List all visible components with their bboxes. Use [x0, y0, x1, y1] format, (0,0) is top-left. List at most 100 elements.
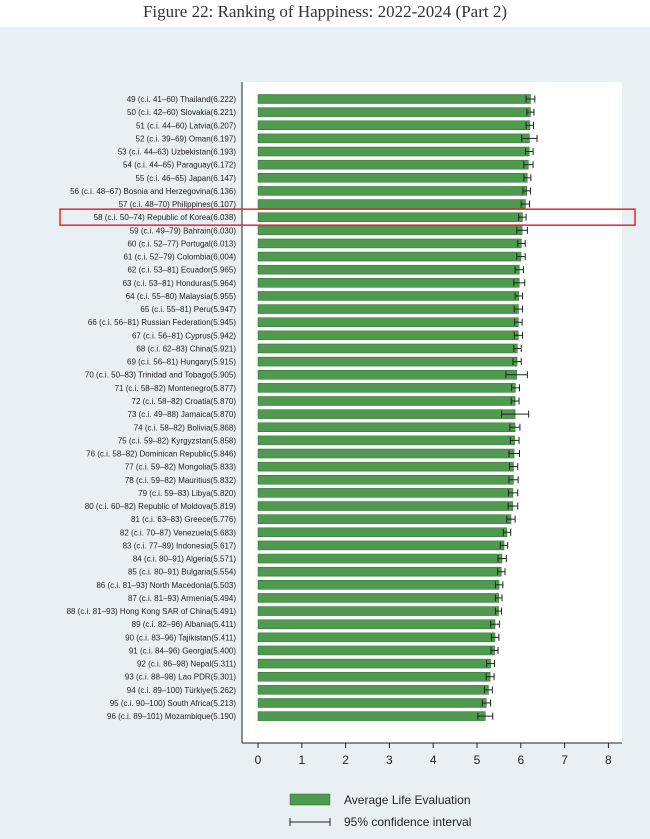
bar	[257, 422, 516, 432]
category-label: 94 (c.i. 89–100) Türkiye(5.262)	[127, 686, 237, 695]
category-label: 65 (c.i. 55–81) Peru(5.947)	[140, 305, 236, 314]
x-tick-label: 6	[517, 753, 524, 767]
category-label: 79 (c.i. 59–83) Libya(5.820)	[138, 489, 236, 498]
category-label: 57 (c.i. 48–70) Philippines(6.107)	[119, 200, 237, 209]
bar	[257, 146, 530, 157]
bar	[257, 186, 528, 196]
bar	[257, 553, 503, 564]
bar	[257, 396, 516, 406]
chart-panel: 49 (c.i. 41–60) Thailand(6.222) 50 (c.i. …	[0, 27, 650, 839]
x-tick-label: 3	[386, 753, 393, 767]
category-label: 71 (c.i. 58–82) Montenegro(5.877)	[115, 384, 237, 393]
category-label: 78 (c.i. 59–82) Mauritius(5.832)	[125, 476, 237, 485]
category-label: 88 (c.i. 81–93) Hong Kong SAR of China(5…	[67, 607, 237, 616]
bar	[257, 475, 514, 485]
category-label: 61 (c.i. 52–79) Colombia(6.004)	[123, 253, 236, 262]
bar	[257, 225, 523, 236]
category-label: 87 (c.i. 81–93) Armenia(5.494)	[128, 594, 236, 603]
category-label: 59 (c.i. 49–79) Bahrain(6.030)	[130, 226, 237, 235]
bar	[257, 658, 491, 669]
bar	[257, 593, 499, 603]
bar	[257, 212, 523, 222]
category-label: 54 (c.i. 44–65) Paraguay(6.172)	[123, 161, 236, 170]
bar	[257, 488, 514, 498]
bars-group	[257, 94, 531, 721]
bar	[257, 685, 489, 695]
bar	[257, 330, 519, 341]
bar	[257, 645, 495, 656]
bar	[257, 120, 531, 131]
bar	[257, 461, 514, 472]
category-label: 96 (c.i. 89–101) Mozambique(5.190)	[107, 712, 236, 721]
category-label: 66 (c.i. 56–81) Russian Federation(5.945…	[88, 318, 236, 327]
bar	[257, 514, 512, 524]
bar	[257, 159, 529, 170]
bar	[257, 383, 516, 393]
bar	[257, 435, 515, 446]
category-label: 68 (c.i. 62–83) China(5.921)	[136, 344, 236, 353]
category-label: 83 (c.i. 77–89) Indonesia(5.617)	[123, 541, 237, 550]
bar	[257, 698, 487, 708]
bar	[257, 317, 519, 327]
x-tick-label: 4	[430, 753, 437, 767]
category-label: 55 (c.i. 46–65) Japan(6.147)	[135, 174, 236, 183]
category-label: 58 (c.i. 50–74) Republic of Korea(6.038)	[94, 213, 237, 222]
ci-group	[477, 95, 538, 720]
bar	[257, 632, 496, 643]
x-tick-label: 5	[474, 753, 481, 767]
category-label: 80 (c.i. 60–82) Republic of Moldova(5.81…	[85, 502, 237, 511]
category-label: 77 (c.i. 59–82) Mongolia(5.833)	[125, 463, 237, 472]
bar	[257, 238, 522, 249]
category-label: 91 (c.i. 84–96) Georgia(5.400)	[129, 646, 237, 655]
bar	[257, 606, 499, 616]
bar	[257, 133, 530, 144]
x-tick-label: 8	[605, 753, 612, 767]
bar-chart: 49 (c.i. 41–60) Thailand(6.222) 50 (c.i. …	[59, 82, 636, 829]
category-label: 52 (c.i. 39–69) Oman(6.197)	[136, 134, 237, 143]
bar	[257, 671, 491, 682]
bar	[257, 711, 486, 721]
bar	[257, 199, 526, 209]
bar	[257, 501, 514, 511]
category-label: 84 (c.i. 80–91) Algeria(5.571)	[133, 555, 237, 564]
figure-caption: Figure 22: Ranking of Happiness: 2022-20…	[142, 2, 508, 21]
x-ticks-group: 0 1 2 3 4 5 6 7 8	[255, 743, 612, 767]
category-label: 73 (c.i. 49–88) Jamaica(5.870)	[128, 410, 237, 419]
bar	[257, 619, 496, 629]
category-label: 62 (c.i. 53–81) Ecuador(5.965)	[127, 266, 236, 275]
legend-ci-label: 95% confidence interval	[344, 815, 471, 829]
category-label: 56 (c.i. 48–67) Bosnia and Herzegovina(6…	[70, 187, 236, 196]
bar	[257, 304, 519, 314]
category-label: 50 (c.i. 42–60) Slovakia(6.221)	[127, 108, 236, 117]
x-tick-label: 0	[255, 753, 262, 767]
category-label: 90 (c.i. 83–96) Tajikistan(5.411)	[125, 633, 236, 642]
category-label: 67 (c.i. 56–81) Cyprus(5.942)	[132, 331, 236, 340]
legend-bar-swatch	[289, 793, 331, 806]
legend-bar-label: Average Life Evaluation	[344, 793, 471, 807]
category-label: 70 (c.i. 50–83) Trinidad and Tobago(5.90…	[85, 371, 236, 380]
bar	[257, 94, 531, 104]
bar	[257, 369, 517, 380]
bar	[257, 264, 520, 275]
bar	[257, 343, 518, 354]
bar	[257, 278, 520, 288]
category-label: 53 (c.i. 44–63) Uzbekistan(6.193)	[118, 148, 237, 157]
category-label: 64 (c.i. 55–80) Malaysia(5.955)	[126, 292, 237, 301]
category-label: 85 (c.i. 80–91) Bulgaria(5.554)	[128, 568, 236, 577]
category-labels-group: 49 (c.i. 41–60) Thailand(6.222) 50 (c.i. …	[67, 95, 237, 721]
bar	[257, 580, 500, 590]
bar	[257, 527, 508, 538]
x-tick-label: 7	[561, 753, 568, 767]
category-label: 72 (c.i. 58–82) Croatia(5.870)	[132, 397, 237, 406]
category-label: 75 (c.i. 59–82) Kyrgyzstan(5.858)	[118, 436, 237, 445]
highlight-box	[59, 208, 636, 226]
bar	[257, 356, 518, 367]
category-label: 89 (c.i. 82–96) Albania(5.411)	[132, 620, 237, 629]
category-label: 51 (c.i. 44–60) Latvia(6.207)	[136, 121, 236, 130]
bar	[257, 291, 520, 301]
bar	[257, 540, 505, 551]
category-label: 86 (c.i. 81–93) North Macedonia(5.503)	[96, 581, 236, 590]
category-label: 69 (c.i. 56–81) Hungary(5.915)	[127, 358, 236, 367]
category-label: 63 (c.i. 53–81) Honduras(5.964)	[123, 279, 237, 288]
bar	[257, 173, 528, 183]
